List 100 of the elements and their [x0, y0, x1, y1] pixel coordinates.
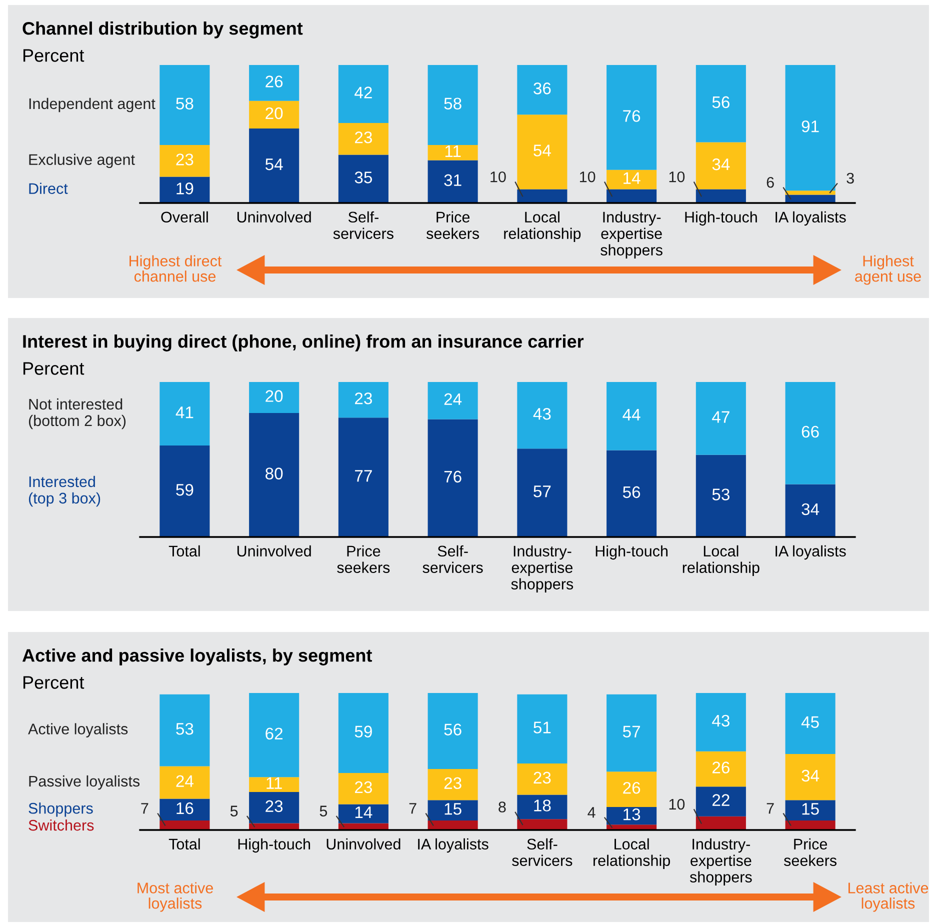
bar: [338, 804, 388, 824]
data-label: 14: [624, 172, 640, 184]
x-tick-label: High-touch: [238, 838, 310, 853]
data-label: 35: [354, 172, 372, 184]
x-tick-label: Industry- expertise shoppers: [511, 545, 574, 592]
bar: [338, 122, 388, 155]
bar: [428, 160, 478, 203]
data-label: 19: [176, 182, 194, 194]
data-label: 24: [444, 393, 462, 405]
bar: [428, 145, 478, 160]
data-label: 23: [355, 132, 372, 144]
x-tick-label: Total: [168, 838, 200, 850]
bar: [428, 419, 478, 537]
bar: [785, 382, 836, 484]
x-tick-label: Self- servicers: [333, 211, 394, 240]
x-tick-label: Local relationship: [682, 545, 760, 576]
data-label: 45: [801, 716, 819, 728]
data-label: 20: [266, 107, 283, 120]
data-label: 22: [712, 794, 730, 806]
x-tick-label: High-touch: [685, 211, 757, 226]
data-label: 23: [355, 392, 372, 404]
bar: [428, 65, 478, 146]
bar: [428, 768, 478, 800]
x-tick-label: Industry- expertise shoppers: [600, 211, 662, 258]
bar: [517, 65, 568, 115]
bar: [785, 693, 836, 754]
text: Least active loyalists: [848, 882, 928, 912]
data-label: 44: [622, 408, 640, 420]
x-tick-label: Self- servicers: [422, 545, 483, 574]
bar: [249, 792, 300, 824]
bar: [785, 65, 836, 191]
x-tick-label: Overall: [161, 211, 208, 223]
data-label: 36: [534, 82, 551, 94]
data-label: 23: [176, 154, 194, 166]
data-label: 24: [176, 775, 194, 787]
bar: [249, 382, 300, 413]
bar: [428, 693, 478, 769]
bar: [696, 142, 746, 190]
data-label: 15: [802, 803, 819, 815]
data-label: 26: [623, 782, 640, 794]
bar: [606, 65, 657, 170]
data-label: 43: [533, 408, 551, 420]
bar: [160, 65, 210, 146]
chart-title: Interest in buying direct (phone, online) from an insurance carrier: [23, 334, 584, 352]
data-label: 23: [266, 800, 283, 812]
x-tick-label: IA loyalists: [418, 838, 488, 853]
chart-title: Channel distribution by segment: [22, 22, 303, 38]
bar: [785, 800, 836, 821]
data-label: 10: [669, 171, 685, 182]
data-label: 15: [444, 803, 462, 815]
bar: [338, 773, 388, 804]
data-label: 26: [712, 762, 730, 774]
bar: [428, 382, 478, 420]
data-label: 56: [712, 96, 730, 108]
data-label: 58: [176, 98, 194, 110]
x-tick-label: Local relationship: [504, 211, 581, 242]
text: Not interested (bottom 2 box): [28, 398, 126, 430]
bar: [696, 189, 746, 203]
data-label: 11: [445, 145, 461, 157]
bar: [338, 693, 388, 774]
data-label: 5: [320, 806, 328, 816]
text: Switchers: [28, 819, 94, 831]
data-label: 47: [712, 411, 730, 423]
data-label: 42: [354, 86, 372, 98]
bar: [160, 145, 210, 177]
bar: [160, 382, 210, 446]
bar: [517, 382, 568, 449]
data-label: 53: [712, 488, 730, 500]
data-label: 5: [230, 806, 238, 816]
data-label: 10: [669, 798, 685, 810]
bar: [160, 766, 210, 799]
bar: [606, 382, 657, 450]
bar: [606, 772, 657, 807]
x-tick-label: IA loyalists: [776, 545, 846, 560]
x-tick-label: Industry- expertise shoppers: [690, 838, 752, 886]
x-tick-label: Uninvolved: [237, 545, 311, 557]
data-label: 53: [176, 722, 194, 735]
bar: [517, 794, 568, 820]
bar: [785, 190, 836, 195]
bar: [428, 800, 478, 821]
chart-title: Active and passive loyalists, by segment: [22, 648, 372, 666]
x-tick-label: Price seekers: [337, 545, 390, 574]
data-label: 54: [265, 158, 283, 170]
data-label: 6: [766, 176, 774, 188]
bar: [696, 65, 746, 142]
data-label: 11: [266, 777, 282, 789]
data-label: 91: [802, 120, 819, 132]
data-label: 7: [141, 803, 148, 814]
data-label: 18: [534, 800, 551, 812]
bar: [160, 798, 210, 821]
data-label: 34: [802, 503, 820, 516]
data-label: 59: [176, 484, 194, 496]
bar: [338, 65, 388, 123]
x-tick-label: Local relationship: [594, 838, 670, 870]
bar: [338, 154, 388, 203]
x-tick-label: Price seekers: [784, 838, 837, 866]
x-tick-label: IA loyalists: [776, 211, 846, 226]
x-tick-label: Total: [168, 545, 200, 557]
series-label: Passive loyalists: [29, 775, 140, 790]
data-label: 54: [534, 144, 551, 156]
